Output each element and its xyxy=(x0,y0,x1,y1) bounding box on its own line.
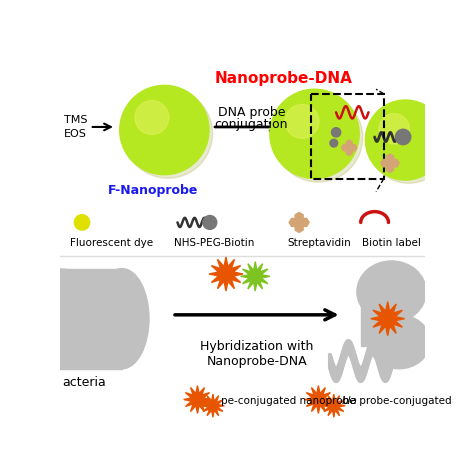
Circle shape xyxy=(74,215,90,230)
Polygon shape xyxy=(209,257,243,291)
Text: Nanoprobe-DNA: Nanoprobe-DNA xyxy=(215,71,353,86)
Text: EOS: EOS xyxy=(64,129,87,139)
Polygon shape xyxy=(341,145,357,151)
Circle shape xyxy=(270,89,359,179)
Polygon shape xyxy=(322,394,346,417)
Ellipse shape xyxy=(368,315,430,369)
Circle shape xyxy=(369,103,448,183)
Bar xyxy=(53,269,122,369)
Ellipse shape xyxy=(95,269,149,369)
Text: conjugation: conjugation xyxy=(215,118,288,131)
Text: probe-conjugated: probe-conjugated xyxy=(356,396,452,406)
Text: F-Nanoprobe: F-Nanoprobe xyxy=(108,184,198,197)
Circle shape xyxy=(135,100,169,135)
Polygon shape xyxy=(304,386,332,413)
Polygon shape xyxy=(201,394,225,417)
Ellipse shape xyxy=(357,261,426,322)
Circle shape xyxy=(120,85,209,175)
Text: DNA probe: DNA probe xyxy=(218,106,285,119)
Circle shape xyxy=(285,104,319,138)
Text: NHS-PEG-Biotin: NHS-PEG-Biotin xyxy=(174,238,255,248)
Polygon shape xyxy=(295,212,303,232)
Text: pe-conjugated nanoprobe: pe-conjugated nanoprobe xyxy=(220,396,355,406)
Polygon shape xyxy=(371,302,405,336)
Text: Hybridization with
Nanoprobe-DNA: Hybridization with Nanoprobe-DNA xyxy=(200,340,313,368)
Circle shape xyxy=(379,114,410,144)
Text: TMS: TMS xyxy=(64,115,88,125)
Circle shape xyxy=(273,93,363,182)
Polygon shape xyxy=(183,386,211,413)
Circle shape xyxy=(365,100,446,180)
Text: Streptavidin: Streptavidin xyxy=(288,238,351,248)
Circle shape xyxy=(330,139,337,147)
Ellipse shape xyxy=(0,269,130,369)
Text: acteria: acteria xyxy=(62,376,106,390)
Polygon shape xyxy=(241,262,270,291)
Circle shape xyxy=(331,128,341,137)
Text: Fluorescent dye: Fluorescent dye xyxy=(70,238,153,248)
Text: Biotin label: Biotin label xyxy=(362,238,421,248)
Circle shape xyxy=(395,129,411,145)
Polygon shape xyxy=(386,154,394,173)
Bar xyxy=(310,94,384,179)
Text: bla: bla xyxy=(341,396,357,406)
Circle shape xyxy=(203,216,217,229)
Bar xyxy=(361,292,407,346)
Circle shape xyxy=(123,89,213,178)
Polygon shape xyxy=(346,140,352,155)
Polygon shape xyxy=(381,159,399,167)
Polygon shape xyxy=(289,219,309,227)
